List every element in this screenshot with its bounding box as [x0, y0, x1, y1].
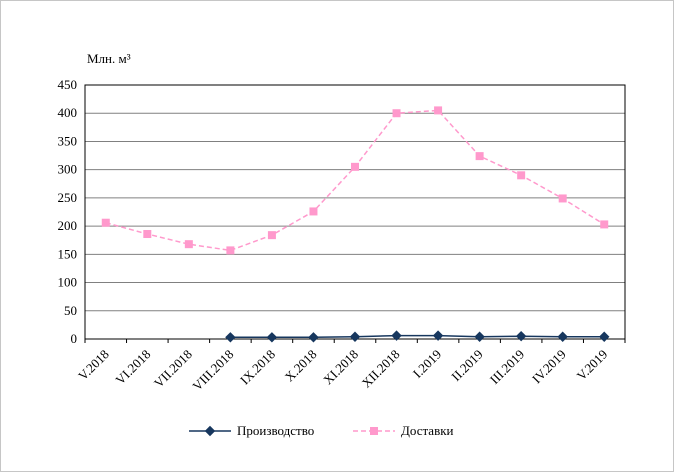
y-axis-tick-label: 50: [64, 303, 77, 318]
series-marker-square: [392, 109, 401, 118]
series-marker-square: [351, 162, 359, 171]
series-marker-diamond: [557, 331, 568, 342]
x-axis-tick-label: IV.2019: [529, 347, 569, 387]
y-axis-title: Млн. м³: [87, 51, 131, 66]
y-axis-tick-label: 200: [58, 218, 78, 233]
legend-label: Доставки: [401, 423, 454, 438]
y-axis-tick-label: 300: [58, 162, 78, 177]
gridlines: [85, 84, 625, 340]
series-marker-square: [558, 194, 567, 203]
series-marker-diamond: [515, 330, 527, 342]
y-axis-tick-label: 400: [58, 105, 78, 120]
x-axis-tick-label: IX.2018: [237, 347, 278, 388]
x-axis-tick-label: V.2019: [574, 347, 611, 384]
plot-border: [84, 84, 626, 340]
series-marker-square: [309, 207, 318, 216]
series-marker-square: [475, 152, 484, 161]
y-axis-tick-label: 250: [58, 190, 78, 205]
x-axis-tick-label: X.2018: [282, 347, 320, 385]
series-marker-diamond: [266, 332, 278, 343]
x-axis-tick-label: XII.2018: [359, 347, 403, 391]
x-axis-tick-label: III.2019: [487, 347, 527, 387]
series-marker-square: [101, 218, 110, 227]
axes: 0 50 100 150 200 250 300 350 400 450 V.2018 VI.2018…: [58, 77, 626, 394]
y-axis-tick-label: 0: [71, 331, 78, 346]
series-marker-diamond: [204, 425, 216, 437]
series-marker-square: [370, 427, 378, 435]
series-marker-square: [434, 106, 443, 115]
series-marker-diamond: [225, 332, 236, 343]
x-axis-tick-label: XI.2018: [320, 347, 361, 388]
series-marker-square: [600, 220, 609, 229]
series-marker-square: [226, 246, 235, 255]
series-marker-diamond: [599, 331, 610, 342]
x-axis-tick-label: I.2019: [410, 347, 444, 381]
y-axis-tick-label: 150: [58, 246, 78, 261]
series-marker-diamond: [349, 331, 361, 342]
legend: Производство Доставки: [189, 423, 454, 438]
x-axis-tick-label: V.2018: [75, 347, 112, 384]
series-line-0: [230, 334, 605, 339]
series-marker-diamond: [308, 332, 319, 343]
legend-label: Производство: [237, 423, 314, 438]
series-line-1: [105, 109, 605, 252]
y-axis-tick-label: 450: [58, 77, 78, 92]
series-marker-diamond: [432, 330, 444, 341]
series-marker-square: [143, 230, 152, 239]
y-axis-tick-label: 350: [58, 133, 78, 148]
series-marker-diamond: [391, 330, 402, 341]
series-group: [101, 106, 610, 343]
series-marker-diamond: [474, 331, 485, 342]
y-axis-tick-label: 100: [58, 275, 78, 290]
x-axis-tick-label: VI.2018: [112, 347, 153, 388]
x-axis-tick-label: VIII.2018: [189, 347, 236, 394]
series-marker-square: [184, 240, 193, 249]
series-marker-square: [517, 171, 526, 180]
x-axis-tick-label: VII.2018: [151, 347, 195, 391]
x-axis-tick-label: II.2019: [448, 347, 485, 384]
series-marker-square: [267, 231, 276, 240]
